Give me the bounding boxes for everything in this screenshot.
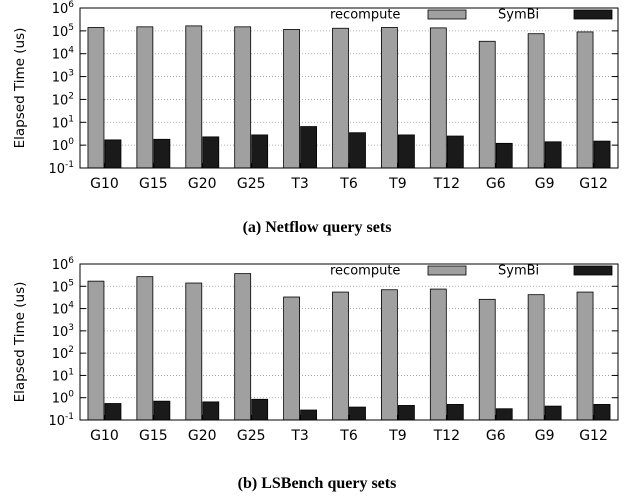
x-tick-label: G15 bbox=[139, 176, 168, 192]
y-tick-label: 103 bbox=[52, 69, 74, 86]
bar-symbi-g25 bbox=[251, 398, 269, 421]
bar-symbi-g20 bbox=[202, 401, 220, 421]
y-tick-label: 105 bbox=[52, 278, 74, 295]
y-tick-label: 10-1 bbox=[48, 412, 74, 429]
y-tick-label: 100 bbox=[52, 137, 75, 154]
x-tick-label: T9 bbox=[388, 428, 406, 444]
legend-swatch-symbi bbox=[573, 265, 613, 276]
bar-symbi-g6 bbox=[495, 142, 513, 169]
x-tick-label: T9 bbox=[388, 176, 406, 192]
legend-swatch-recompute bbox=[427, 265, 467, 276]
bar-symbi-g6 bbox=[495, 408, 513, 421]
bar-recompute-t6 bbox=[332, 291, 349, 421]
bar-symbi-g20 bbox=[202, 136, 220, 169]
bar-recompute-g6 bbox=[478, 40, 496, 169]
y-axis-label: Elapsed Time (us) bbox=[12, 28, 28, 149]
bar-symbi-t12 bbox=[446, 404, 464, 421]
x-tick-label: G12 bbox=[579, 428, 608, 444]
bar-recompute-g9 bbox=[527, 294, 545, 421]
bar-symbi-t3 bbox=[300, 126, 317, 169]
bar-recompute-t3 bbox=[283, 29, 300, 169]
bar-recompute-g10 bbox=[87, 27, 105, 169]
x-tick-label: T6 bbox=[339, 176, 358, 192]
bar-recompute-g12 bbox=[576, 31, 594, 169]
bar-recompute-g12 bbox=[576, 291, 594, 421]
bar-recompute-g15 bbox=[136, 26, 154, 169]
x-tick-label: G9 bbox=[535, 428, 555, 444]
chart-0: 10-1 100 101 102 103 104 105 106 G10 G15 G20 G25 T3 T… bbox=[12, 0, 619, 236]
bar-symbi-t9 bbox=[398, 405, 415, 421]
x-tick-label: G6 bbox=[486, 176, 506, 192]
caption: (a) Netflow query sets bbox=[243, 219, 392, 236]
legend-label-symbi: SymBi bbox=[498, 8, 539, 23]
bar-symbi-t9 bbox=[398, 134, 415, 169]
y-tick-label: 101 bbox=[52, 114, 74, 131]
y-tick-label: 100 bbox=[52, 390, 75, 407]
bar-recompute-t3 bbox=[283, 296, 300, 421]
bar-symbi-g15 bbox=[153, 400, 171, 421]
bar-symbi-t3 bbox=[300, 409, 317, 421]
bar-symbi-g9 bbox=[544, 405, 562, 421]
bar-recompute-g6 bbox=[478, 298, 496, 421]
legend-swatch-recompute bbox=[427, 9, 467, 20]
x-tick-label: G12 bbox=[579, 176, 608, 192]
y-tick-label: 10-1 bbox=[48, 160, 74, 177]
x-tick-label: G9 bbox=[535, 176, 555, 192]
bar-recompute-t12 bbox=[429, 288, 447, 421]
legend-swatch-symbi bbox=[573, 9, 613, 20]
caption: (b) LSBench query sets bbox=[238, 475, 397, 492]
y-tick-label: 106 bbox=[52, 0, 75, 17]
y-tick-label: 102 bbox=[52, 345, 74, 362]
bar-recompute-g20 bbox=[185, 25, 203, 169]
bar-recompute-t6 bbox=[332, 27, 349, 169]
bar-symbi-g9 bbox=[544, 141, 562, 169]
bar-recompute-t12 bbox=[429, 27, 447, 169]
bar-symbi-g10 bbox=[104, 139, 122, 169]
bar-symbi-t12 bbox=[446, 135, 464, 169]
x-tick-label: G20 bbox=[188, 176, 217, 192]
legend-label-recompute: recompute bbox=[330, 264, 400, 279]
bar-symbi-t6 bbox=[349, 406, 366, 421]
bar-symbi-g25 bbox=[251, 134, 269, 169]
x-tick-label: T12 bbox=[433, 428, 460, 444]
y-axis-label: Elapsed Time (us) bbox=[12, 282, 28, 403]
x-tick-label: T12 bbox=[433, 176, 460, 192]
x-tick-label: T6 bbox=[339, 428, 358, 444]
bar-symbi-t6 bbox=[349, 132, 366, 169]
y-tick-label: 104 bbox=[52, 301, 75, 318]
legend-label-symbi: SymBi bbox=[498, 264, 539, 279]
x-tick-label: G20 bbox=[188, 428, 217, 444]
x-tick-label: G15 bbox=[139, 428, 168, 444]
y-tick-label: 102 bbox=[52, 91, 74, 108]
bar-recompute-g10 bbox=[87, 280, 105, 421]
x-tick-label: T3 bbox=[290, 428, 308, 444]
bar-recompute-g25 bbox=[234, 26, 252, 169]
bar-recompute-t9 bbox=[381, 27, 398, 169]
bar-recompute-g25 bbox=[234, 273, 252, 421]
bar-symbi-g15 bbox=[153, 138, 171, 169]
legend-label-recompute: recompute bbox=[330, 8, 400, 23]
bar-symbi-g12 bbox=[593, 404, 611, 421]
bar-recompute-g15 bbox=[136, 276, 154, 421]
bar-recompute-g20 bbox=[185, 282, 203, 421]
x-tick-label: G25 bbox=[237, 428, 266, 444]
x-tick-label: T3 bbox=[290, 176, 308, 192]
x-tick-label: G10 bbox=[90, 176, 119, 192]
x-tick-label: G6 bbox=[486, 428, 506, 444]
bar-recompute-t9 bbox=[381, 289, 398, 421]
y-tick-label: 106 bbox=[52, 256, 75, 273]
y-tick-label: 104 bbox=[52, 46, 75, 63]
bar-symbi-g12 bbox=[593, 140, 611, 169]
y-tick-label: 101 bbox=[52, 367, 74, 384]
x-tick-label: G10 bbox=[90, 428, 119, 444]
y-tick-label: 105 bbox=[52, 23, 74, 40]
x-tick-label: G25 bbox=[237, 176, 266, 192]
chart-1: 10-1 100 101 102 103 104 105 106 G10 G15 G20 G25 T3 T… bbox=[12, 256, 619, 492]
bar-recompute-g9 bbox=[527, 33, 545, 169]
y-tick-label: 103 bbox=[52, 323, 74, 340]
bar-symbi-g10 bbox=[104, 403, 122, 421]
